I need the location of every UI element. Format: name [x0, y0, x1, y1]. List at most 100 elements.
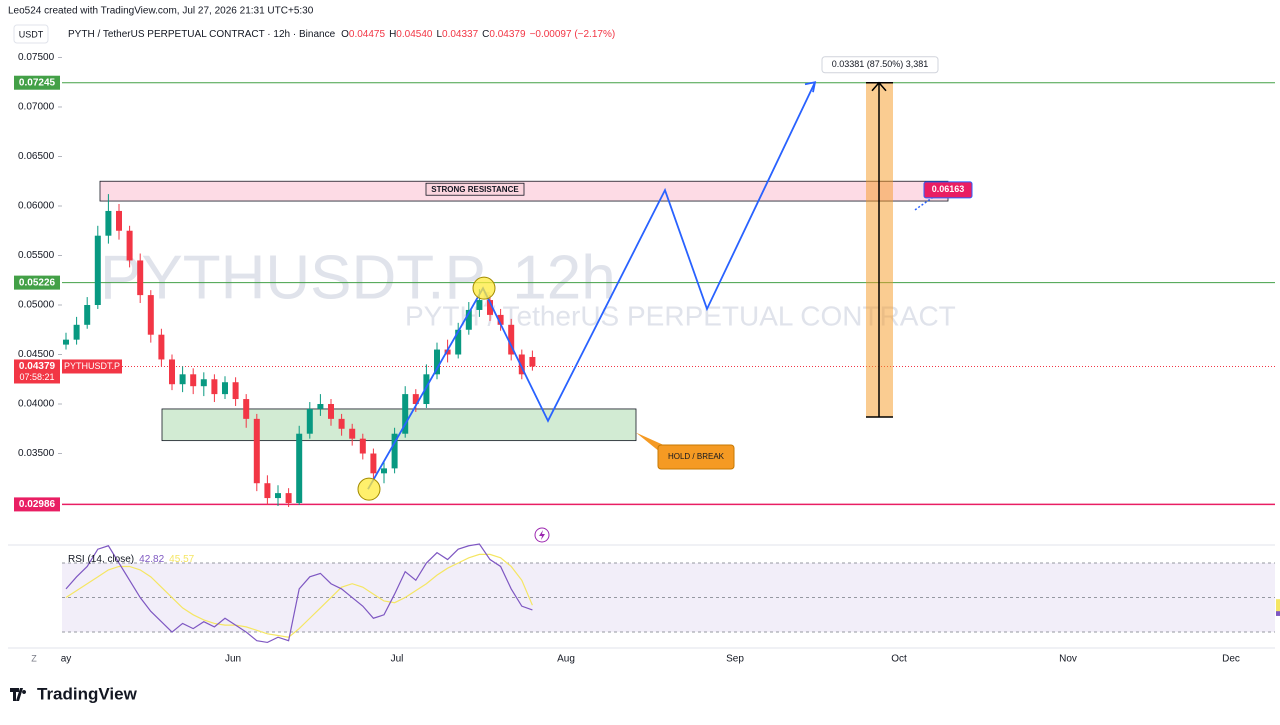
measure-label: 0.03381 (87.50%) 3,381 — [832, 59, 929, 69]
candle-body — [190, 374, 197, 387]
y-tick-label: 0.04000 — [18, 399, 55, 410]
currency-box[interactable] — [13, 24, 49, 44]
price-tag — [14, 497, 60, 512]
y-tick-label: 0.05500 — [18, 250, 55, 261]
candle-body — [508, 324, 515, 355]
y-tick-label: 0.05000 — [18, 300, 55, 311]
last-price-tag — [14, 359, 60, 384]
pivot-marker — [472, 276, 496, 300]
x-tick-label: Aug — [557, 654, 575, 665]
candle-body — [359, 438, 366, 454]
y-tick-label: 0.07000 — [18, 102, 55, 113]
candle-body — [444, 349, 451, 355]
candle-body — [105, 210, 112, 236]
candle-body — [73, 324, 80, 340]
candle-body — [518, 354, 525, 375]
candle-body — [200, 379, 207, 387]
y-tick-label: 0.04500 — [18, 349, 55, 360]
legend-value: 0.04475 — [349, 29, 386, 40]
candle-body — [116, 210, 122, 231]
countdown: 07:58:21 — [19, 372, 54, 382]
events-icon[interactable] — [534, 527, 550, 543]
price-tag-label: 0.05226 — [19, 277, 56, 288]
candle-body — [232, 382, 239, 400]
symbol-tag — [62, 359, 122, 374]
candle-body — [317, 404, 324, 409]
legend-value: 0.04540 — [396, 29, 433, 40]
credit: Leo524 created with TradingView.com, Jul… — [8, 6, 314, 17]
projection-path — [367, 81, 816, 490]
watermark: PYTHUSDT.P, 12h — [100, 243, 616, 312]
x-tick-label: Nov — [1059, 654, 1077, 665]
candle-body — [529, 356, 536, 367]
last-price-label: 0.04379 — [19, 361, 56, 372]
candle-body — [381, 468, 387, 474]
candle-body — [275, 493, 281, 499]
candle-body — [264, 483, 271, 499]
candle-body — [497, 314, 504, 325]
candle-body — [63, 339, 69, 345]
candle-body — [370, 453, 377, 474]
x-tick-label: Dec — [1222, 654, 1240, 665]
logo-icon — [10, 688, 27, 701]
candle-body — [253, 418, 260, 484]
legend-change: −0.00097 (−2.17%) — [530, 29, 616, 40]
candle-body — [465, 309, 472, 330]
currency[interactable]: USDT — [19, 29, 44, 39]
candle-body — [391, 433, 398, 469]
candle-body — [285, 493, 292, 504]
candle-body — [402, 394, 409, 434]
x-tick-label: Oct — [891, 654, 907, 665]
legend-value: 0.04379 — [489, 29, 526, 40]
candle-body — [328, 404, 334, 419]
candle-body — [84, 305, 91, 325]
price-tag — [14, 275, 60, 290]
candle-body — [169, 359, 175, 385]
symbol-tag-label: PYTHUSDT.P — [64, 361, 120, 371]
price-tag — [14, 75, 60, 90]
x-tick-label: Jul — [391, 654, 404, 665]
candle-body — [179, 374, 186, 385]
resistance-label-box — [425, 182, 525, 196]
candle-body — [296, 433, 303, 504]
y-tick-label: 0.07500 — [18, 52, 55, 63]
legend-key: C — [482, 29, 489, 40]
legend-symbol: PYTH / TetherUS PERPETUAL CONTRACT · 12h… — [68, 29, 336, 40]
brand: TradingView — [37, 684, 138, 703]
zoom-button[interactable]: Z — [31, 653, 37, 663]
candle-body — [349, 428, 356, 439]
candle-body — [434, 349, 440, 375]
y-tick-label: 0.06500 — [18, 151, 55, 162]
target-box — [923, 181, 973, 199]
candle-body — [412, 394, 419, 405]
rsi-title: RSI (14, close) — [68, 554, 134, 565]
candle-body — [222, 382, 228, 395]
candle-body — [243, 399, 250, 419]
candle-body — [158, 334, 165, 360]
rsi-legend: RSI (14, close) 42.82 45.57 — [68, 554, 195, 565]
price-tag-label: 0.02986 — [19, 499, 56, 510]
x-tick-label: Jun — [225, 654, 241, 665]
callout-label: HOLD / BREAK — [668, 452, 725, 461]
price-tag-label: 0.07245 — [19, 77, 56, 88]
rsi-edge-tag — [1276, 599, 1280, 612]
candle-body — [137, 260, 144, 296]
legend: PYTH / TetherUS PERPETUAL CONTRACT · 12h… — [68, 29, 615, 40]
candle-body — [338, 418, 345, 429]
projection-head — [804, 81, 817, 93]
candle-body — [147, 295, 154, 335]
callout-box — [657, 444, 735, 470]
measure-label-box — [821, 56, 939, 74]
y-tick-label: 0.06000 — [18, 201, 55, 212]
events-bolt — [539, 530, 545, 540]
x-tick-label: Sep — [726, 654, 744, 665]
target-label: 0.06163 — [932, 184, 965, 194]
candle-body — [211, 379, 218, 395]
x-tick-label: ay — [61, 654, 72, 665]
candle-body — [94, 235, 101, 305]
legend-value: 0.04337 — [442, 29, 479, 40]
rsi-line — [65, 553, 533, 638]
candle-body — [126, 230, 133, 261]
